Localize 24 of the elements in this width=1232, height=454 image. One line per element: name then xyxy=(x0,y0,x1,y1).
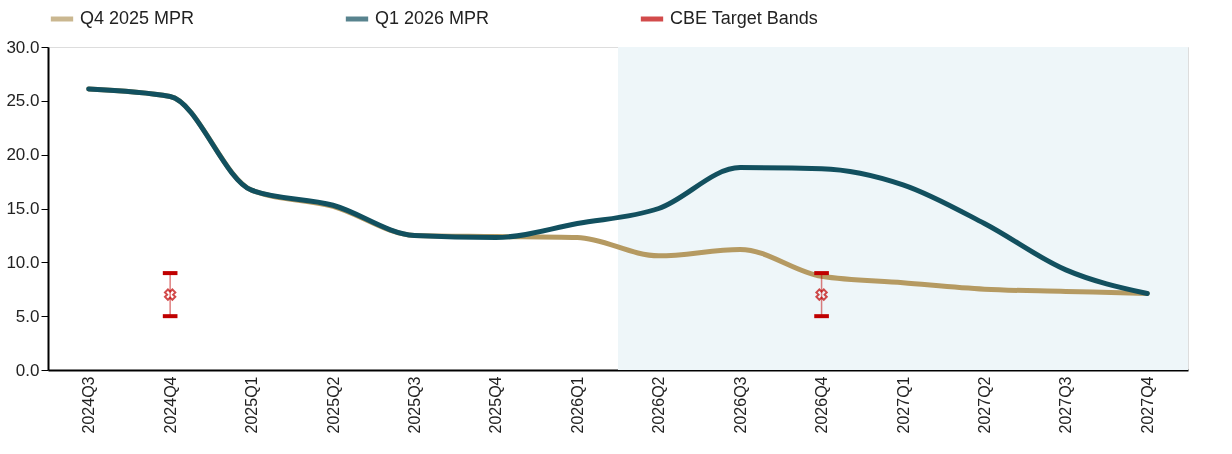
x-tick-label: 2027Q3 xyxy=(1057,376,1075,434)
y-tick-label: 5.0 xyxy=(15,306,40,326)
legend-label: Q1 2026 MPR xyxy=(375,8,490,28)
x-tick-label: 2026Q2 xyxy=(650,376,668,434)
x-tick-label: 2025Q1 xyxy=(243,376,261,434)
y-tick-label: 15.0 xyxy=(6,199,40,218)
x-tick-label: 2026Q4 xyxy=(813,376,831,434)
y-tick-label: 25.0 xyxy=(6,91,40,111)
x-tick-label: 2024Q3 xyxy=(80,376,98,434)
y-tick-label: 30.0 xyxy=(6,37,40,57)
legend-label: CBE Target Bands xyxy=(670,8,818,28)
x-tick-label: 2026Q3 xyxy=(731,376,749,434)
legend-label: Q4 2025 MPR xyxy=(80,8,195,28)
x-tick-label: 2027Q4 xyxy=(1138,376,1156,434)
x-tick-label: 2026Q1 xyxy=(568,376,586,434)
y-tick-label: 10.0 xyxy=(6,252,40,272)
y-tick-label: 20.0 xyxy=(6,145,40,165)
y-tick-label: 0.0 xyxy=(15,360,40,380)
x-tick-label: 2027Q2 xyxy=(975,376,993,434)
x-tick-label: 2024Q4 xyxy=(161,376,179,434)
x-tick-label: 2025Q2 xyxy=(324,376,342,434)
x-tick-label: 2025Q3 xyxy=(405,376,423,434)
x-tick-label: 2027Q1 xyxy=(894,376,912,434)
x-tick-label: 2025Q4 xyxy=(487,376,505,434)
